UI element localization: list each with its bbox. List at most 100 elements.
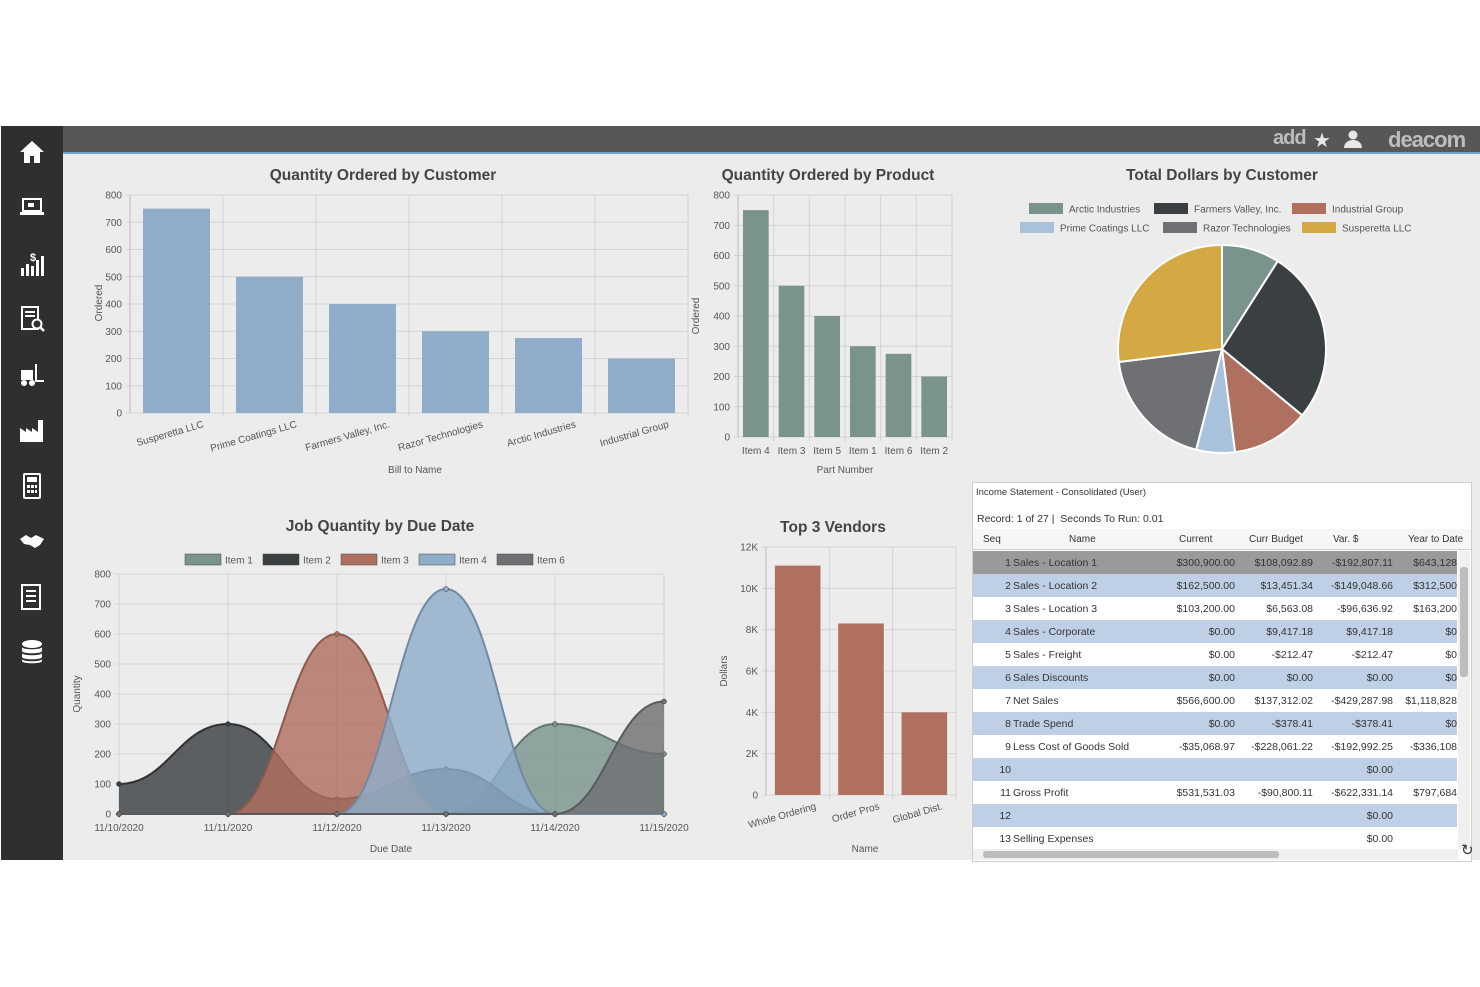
table-cell: -$622,331.14	[1331, 787, 1393, 799]
table-cell: 2	[1005, 580, 1011, 592]
table-cell: -$192,992.25	[1331, 741, 1393, 753]
table-cell: 1	[1005, 557, 1011, 569]
laptop-icon	[20, 198, 44, 215]
table-row[interactable]: 1 Sales - Location 1 $300,900.00 $108,092.8…	[973, 551, 1457, 575]
table-cell: $163,200	[1413, 603, 1457, 615]
grid-header: Seq Name Current Curr Budget Var. $ Year…	[973, 529, 1471, 550]
nav-report-search[interactable]	[9, 299, 55, 339]
table-cell: -$336,108	[1409, 741, 1457, 753]
forklift-icon	[21, 364, 44, 386]
table-row[interactable]: 11 Gross Profit $531,531.03 -$90,800.11 -$62…	[973, 781, 1457, 805]
refresh-icon[interactable]: ↻	[1461, 842, 1474, 859]
table-cell: $0	[1445, 718, 1457, 730]
table-cell: $162,500.00	[1176, 580, 1235, 592]
table-cell: Sales Discounts	[1013, 672, 1089, 684]
favorites-star-icon[interactable]: ★	[1313, 130, 1331, 152]
table-row[interactable]: 2 Sales - Location 2 $162,500.00 $13,451.34…	[973, 574, 1457, 598]
table-cell: $0.00	[1366, 764, 1393, 776]
table-row[interactable]: 9 Less Cost of Goods Sold -$35,068.97 -$228…	[973, 735, 1457, 759]
table-cell: $300,900.00	[1176, 557, 1235, 569]
col-ytd[interactable]: Year to Date	[1408, 534, 1464, 545]
table-cell: Sales - Freight	[1013, 649, 1082, 661]
col-seq[interactable]: Seq	[983, 534, 1001, 545]
table-cell: -$378.41	[1271, 718, 1313, 730]
table-cell: -$35,068.97	[1178, 741, 1235, 753]
sidebar: $	[1, 126, 63, 860]
table-cell: Sales - Location 2	[1013, 580, 1098, 592]
user-icon[interactable]	[1343, 129, 1363, 154]
top-bar: add ★ deacom	[63, 126, 1480, 154]
table-cell: -$192,807.11	[1331, 557, 1393, 569]
database-icon	[22, 640, 42, 664]
table-row[interactable]: 13 Selling Expenses $0.00	[973, 827, 1457, 851]
horizontal-scrollbar[interactable]	[973, 849, 1458, 860]
table-cell: 12	[999, 810, 1011, 822]
table-cell: 8	[1005, 718, 1011, 730]
chart-title-dollars: Total Dollars by Customer	[1126, 167, 1318, 184]
income-title: Income Statement - Consolidated (User)	[976, 487, 1147, 498]
income-statement-grid[interactable]: Income Statement - Consolidated (User) R…	[972, 482, 1472, 862]
vertical-scrollbar[interactable]	[1458, 551, 1470, 849]
table-cell: $312,500	[1413, 580, 1457, 592]
table-cell: 7	[1005, 695, 1011, 707]
home-icon	[20, 141, 44, 163]
handshake-icon	[20, 535, 44, 548]
table-cell: $0.00	[1366, 810, 1393, 822]
nav-factory[interactable]	[9, 410, 55, 450]
col-current[interactable]: Current	[1179, 534, 1213, 545]
nav-laptop[interactable]	[9, 187, 55, 227]
table-cell: -$212.47	[1351, 649, 1393, 661]
table-cell: $137,312.02	[1254, 695, 1313, 707]
table-cell: $108,092.89	[1254, 557, 1313, 569]
table-cell: $0.00	[1366, 672, 1393, 684]
table-cell: $0.00	[1208, 672, 1235, 684]
col-curr-budget[interactable]: Curr Budget	[1249, 534, 1303, 545]
table-cell: $0.00	[1208, 649, 1235, 661]
table-cell: -$96,636.92	[1336, 603, 1393, 615]
table-cell: $643,128	[1413, 557, 1457, 569]
horizontal-scroll-thumb[interactable]	[983, 851, 1279, 858]
table-cell: 10	[999, 764, 1011, 776]
nav-calculator[interactable]	[9, 466, 55, 506]
col-name[interactable]: Name	[1069, 534, 1096, 545]
table-cell: $0	[1445, 672, 1457, 684]
chart-title-product: Quantity Ordered by Product	[721, 167, 935, 184]
table-row[interactable]: 12 $0.00	[973, 804, 1457, 828]
table-cell: Sales - Corporate	[1013, 626, 1096, 638]
table-row[interactable]: 6 Sales Discounts $0.00 $0.00 $0.00 $0	[973, 666, 1457, 690]
table-cell: $13,451.34	[1260, 580, 1313, 592]
vertical-scroll-thumb[interactable]	[1460, 567, 1468, 677]
table-cell: $0.00	[1208, 626, 1235, 638]
col-var[interactable]: Var. $	[1333, 534, 1359, 545]
deacom-logo: deacom	[1388, 127, 1466, 152]
table-row[interactable]: 10 $0.00	[973, 758, 1457, 782]
nav-home[interactable]	[9, 132, 55, 172]
table-cell: -$429,287.98	[1331, 695, 1393, 707]
table-cell: Gross Profit	[1013, 787, 1069, 799]
table-cell: $566,600.00	[1176, 695, 1235, 707]
table-cell: $9,417.18	[1266, 626, 1313, 638]
nav-database[interactable]	[9, 632, 55, 672]
calculator-icon	[23, 473, 41, 499]
chart-title-job-quantity: Job Quantity by Due Date	[285, 518, 475, 535]
table-cell: -$149,048.66	[1331, 580, 1393, 592]
table-cell: Selling Expenses	[1013, 833, 1094, 845]
factory-icon	[20, 420, 43, 442]
table-row[interactable]: 8 Trade Spend $0.00 -$378.41 -$378.41 $0	[973, 712, 1457, 736]
nav-document-list[interactable]	[9, 577, 55, 617]
table-row[interactable]: 7 Net Sales $566,600.00 $137,312.02 -$429,28…	[973, 689, 1457, 713]
table-cell: 9	[1005, 741, 1011, 753]
table-cell: -$212.47	[1271, 649, 1313, 661]
nav-dollar-chart[interactable]: $	[9, 244, 55, 284]
nav-forklift[interactable]	[9, 354, 55, 394]
table-row[interactable]: 4 Sales - Corporate $0.00 $9,417.18 $9,417.1…	[973, 620, 1457, 644]
table-cell: Net Sales	[1013, 695, 1059, 707]
table-row[interactable]: 3 Sales - Location 3 $103,200.00 $6,563.08 -…	[973, 597, 1457, 621]
table-cell: $103,200.00	[1176, 603, 1235, 615]
table-cell: Sales - Location 1	[1013, 557, 1098, 569]
nav-handshake[interactable]	[9, 521, 55, 561]
table-row[interactable]: 5 Sales - Freight $0.00 -$212.47 -$212.47 $0	[973, 643, 1457, 667]
table-cell: $797,684	[1413, 787, 1457, 799]
table-cell: 3	[1005, 603, 1011, 615]
table-cell: $0	[1445, 649, 1457, 661]
